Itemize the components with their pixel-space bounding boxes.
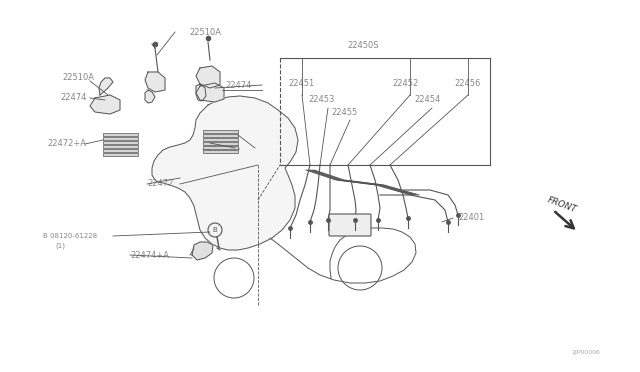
Text: 22450S: 22450S: [348, 41, 379, 50]
Bar: [203, 142, 238, 145]
Bar: [103, 145, 138, 148]
Polygon shape: [196, 83, 224, 102]
Polygon shape: [90, 95, 120, 114]
Bar: [103, 137, 138, 140]
Bar: [203, 138, 238, 141]
Text: 22474: 22474: [225, 80, 252, 90]
Bar: [203, 146, 238, 149]
Text: 22472: 22472: [147, 180, 173, 189]
Bar: [203, 134, 238, 137]
Polygon shape: [99, 78, 113, 95]
Text: 22453: 22453: [309, 95, 335, 104]
FancyBboxPatch shape: [329, 214, 371, 236]
Text: (1): (1): [55, 243, 65, 249]
Bar: [103, 141, 138, 144]
Polygon shape: [196, 66, 220, 88]
Polygon shape: [196, 84, 206, 101]
Text: 22401: 22401: [458, 214, 484, 222]
Polygon shape: [145, 72, 165, 92]
Bar: [103, 149, 138, 152]
Text: 22510A: 22510A: [189, 28, 221, 37]
Polygon shape: [145, 90, 155, 103]
Text: 2JP00006: 2JP00006: [572, 350, 600, 355]
Text: 22510A: 22510A: [62, 73, 94, 82]
Text: FRONT: FRONT: [546, 196, 578, 215]
Bar: [103, 133, 138, 136]
Text: 22472+A: 22472+A: [201, 144, 240, 153]
Bar: [203, 150, 238, 153]
Text: 22472+A: 22472+A: [47, 140, 86, 148]
Text: 22452: 22452: [393, 79, 419, 88]
Bar: [203, 130, 238, 133]
Text: 22454: 22454: [415, 95, 441, 104]
Bar: [103, 153, 138, 156]
Text: 22451: 22451: [289, 79, 315, 88]
Polygon shape: [152, 96, 298, 250]
Text: 22456: 22456: [455, 79, 481, 88]
Text: 22474+A: 22474+A: [130, 250, 169, 260]
Text: 22455: 22455: [332, 108, 358, 117]
Text: 22474: 22474: [60, 93, 86, 103]
Text: B 08120-61228: B 08120-61228: [43, 233, 97, 239]
Text: B: B: [212, 227, 218, 233]
Polygon shape: [192, 242, 213, 260]
